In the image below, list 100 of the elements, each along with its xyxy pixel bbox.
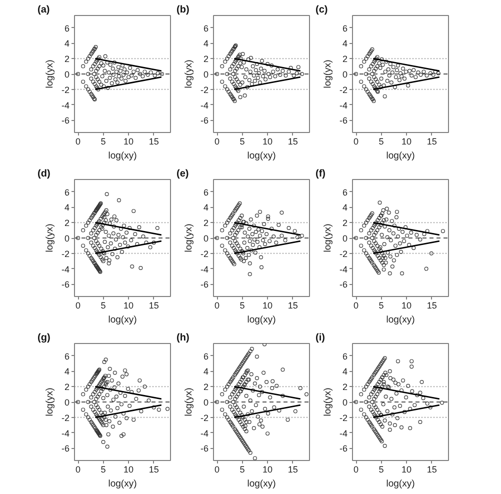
y-tick-label: -4: [200, 100, 209, 110]
y-tick-label: 2: [203, 54, 209, 64]
x-tick-label: 15: [288, 300, 298, 310]
x-tick-label: 0: [214, 464, 220, 474]
y-tick-label: -6: [340, 444, 348, 454]
x-tick-label: 0: [76, 464, 81, 474]
chart-title: (c): [316, 4, 328, 16]
y-tick-label: -4: [200, 264, 209, 274]
chart-title: (b): [176, 4, 190, 16]
y-axis-title: log(yx): [322, 388, 334, 416]
y-axis-title: log(yx): [184, 60, 194, 88]
y-tick-label: -6: [200, 444, 209, 454]
x-tick-label: 0: [76, 300, 81, 310]
x-axis-title: log(xy): [386, 478, 415, 490]
y-tick-label: 6: [64, 23, 70, 34]
x-axis-title: log(xy): [247, 314, 276, 326]
y-axis-title: log(yx): [44, 224, 56, 252]
y-tick-label: -2: [200, 412, 209, 423]
y-axis-title: log(yx): [322, 224, 334, 252]
y-tick-label: 6: [203, 23, 209, 34]
chart-title: (a): [38, 4, 50, 16]
y-tick-label: 4: [203, 366, 209, 377]
x-axis-title: log(xy): [108, 478, 137, 490]
y-tick-label: 4: [64, 202, 70, 213]
x-tick-label: 10: [262, 464, 273, 474]
y-tick-label: 2: [64, 54, 70, 64]
y-axis-title: log(yx): [322, 60, 334, 88]
y-tick-label: -6: [200, 116, 209, 126]
x-tick-label: 10: [124, 464, 134, 474]
x-tick-label: 10: [262, 136, 273, 146]
x-tick-label: 15: [148, 464, 159, 474]
y-tick-label: -2: [340, 248, 348, 259]
y-tick-label: -2: [200, 248, 209, 259]
y-tick-label: 0: [64, 398, 70, 408]
y-tick-label: 2: [64, 218, 70, 228]
y-axis-title: log(yx): [44, 60, 56, 88]
y-tick-label: 2: [342, 54, 348, 64]
y-tick-label: 0: [203, 234, 209, 244]
x-tick-label: 5: [378, 136, 384, 146]
y-tick-label: 2: [64, 382, 70, 392]
x-tick-label: 5: [378, 300, 384, 310]
y-tick-label: 6: [342, 187, 348, 198]
x-tick-label: 0: [214, 300, 220, 310]
x-axis-title: log(xy): [247, 478, 276, 490]
chart-title: (f): [316, 168, 326, 180]
y-tick-label: 2: [203, 218, 209, 228]
y-tick-label: 0: [203, 398, 209, 408]
y-tick-label: -4: [62, 264, 70, 274]
y-tick-label: 6: [64, 187, 70, 198]
y-tick-label: 0: [64, 70, 70, 80]
x-tick-label: 0: [76, 136, 81, 146]
y-tick-label: -6: [200, 280, 209, 290]
y-tick-label: -4: [62, 100, 70, 110]
x-tick-label: 10: [402, 464, 412, 474]
x-tick-label: 15: [148, 136, 159, 146]
y-tick-label: 4: [342, 366, 348, 377]
x-tick-label: 10: [402, 136, 412, 146]
x-tick-label: 0: [214, 136, 220, 146]
x-tick-label: 15: [288, 464, 298, 474]
x-tick-label: 15: [426, 464, 437, 474]
x-tick-label: 5: [100, 136, 106, 146]
y-tick-label: -6: [62, 444, 70, 454]
y-tick-label: 4: [342, 38, 348, 49]
y-tick-label: -2: [340, 412, 348, 423]
y-tick-label: -2: [62, 412, 70, 423]
x-axis-title: log(xy): [108, 314, 137, 326]
x-tick-label: 15: [288, 136, 298, 146]
y-tick-label: 4: [203, 38, 209, 49]
x-tick-label: 15: [426, 136, 437, 146]
chart-title: (h): [176, 332, 190, 344]
y-tick-label: -2: [62, 248, 70, 259]
y-tick-label: -6: [340, 116, 348, 126]
y-tick-label: -2: [62, 84, 70, 95]
x-tick-label: 10: [124, 136, 134, 146]
chart-title: (d): [38, 168, 50, 180]
x-tick-label: 5: [240, 464, 245, 474]
y-tick-label: -4: [340, 264, 348, 274]
y-tick-label: -4: [62, 428, 70, 438]
y-tick-label: -6: [340, 280, 348, 290]
y-tick-label: 6: [342, 351, 348, 362]
chart-title: (e): [176, 168, 189, 180]
y-tick-label: -4: [200, 428, 209, 438]
y-tick-label: 0: [342, 70, 348, 80]
x-axis-title: log(xy): [386, 150, 415, 162]
x-tick-label: 5: [378, 464, 384, 474]
x-tick-label: 5: [100, 464, 106, 474]
y-tick-label: 6: [64, 351, 70, 362]
y-axis-title: log(yx): [184, 388, 194, 416]
y-tick-label: -2: [200, 84, 209, 95]
y-tick-label: 4: [203, 202, 209, 213]
y-tick-label: 2: [342, 382, 348, 392]
y-axis-title: log(yx): [44, 388, 56, 416]
chart-title: (i): [316, 332, 325, 344]
x-tick-label: 15: [148, 300, 159, 310]
y-tick-label: 6: [203, 187, 209, 198]
x-axis-title: log(xy): [247, 150, 276, 162]
y-tick-label: 0: [203, 70, 209, 80]
x-axis-title: log(xy): [108, 150, 137, 162]
y-tick-label: 2: [342, 218, 348, 228]
x-tick-label: 10: [262, 300, 273, 310]
